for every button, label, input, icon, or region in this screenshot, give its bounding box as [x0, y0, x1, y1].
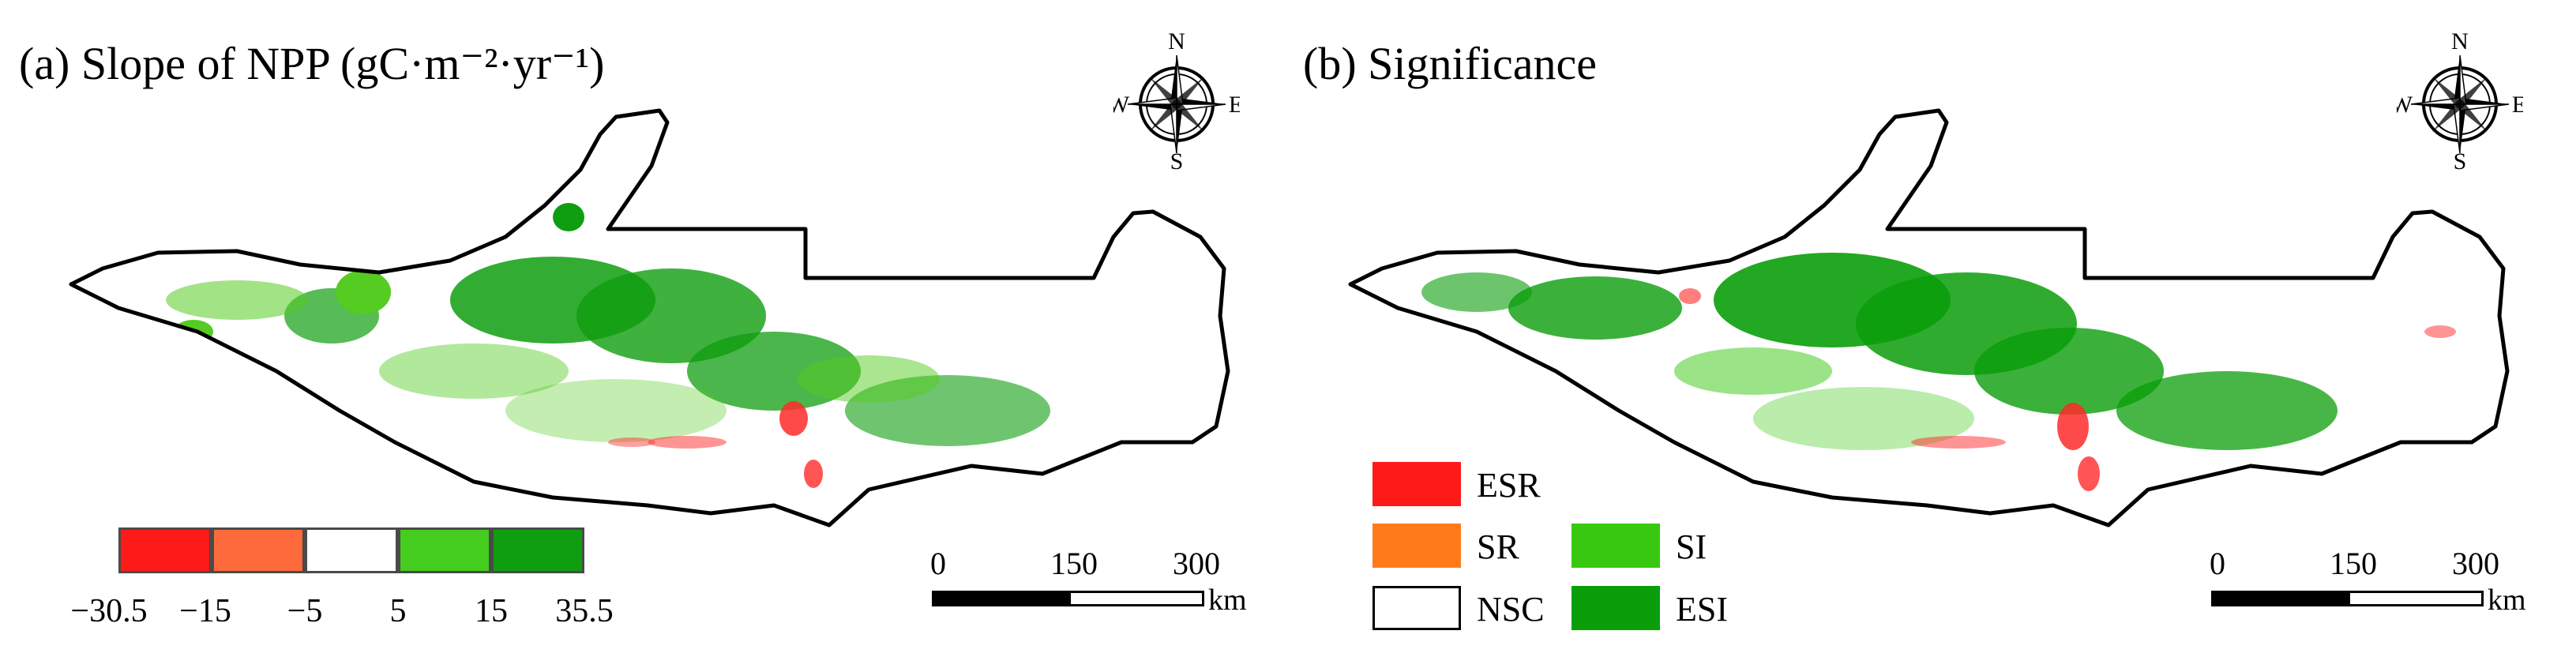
legend-label: SR	[1477, 527, 1519, 566]
compass-icon: N S E W	[2390, 28, 2526, 175]
npp-slope-map	[69, 108, 1230, 527]
legend-swatch	[1572, 524, 1660, 568]
legend-swatch	[1372, 586, 1461, 630]
legend-label: ESR	[1477, 466, 1541, 505]
compass-n: N	[2451, 32, 2469, 54]
legend-swatch	[1372, 462, 1461, 506]
scale-unit: km	[2488, 584, 2526, 617]
panel-a-title: (a) Slope of NPP (gC·m⁻²·yr⁻¹)	[19, 38, 605, 89]
scale-tick-150: 150	[2330, 546, 2377, 581]
scale-tick-0: 0	[930, 546, 946, 581]
compass-w: W	[1113, 92, 1130, 118]
vegetation-patches	[166, 203, 1050, 488]
scale-tick-0: 0	[2210, 546, 2225, 581]
colorbar-tick: 15	[475, 593, 508, 629]
scale-bar-black	[2211, 591, 2350, 606]
compass-rose: N S E W	[1107, 28, 1243, 175]
scale-tick-300: 300	[2452, 546, 2499, 581]
compass-w: W	[2397, 92, 2413, 118]
legend-swatch	[1372, 524, 1461, 568]
colorbar-tick: 35.5	[555, 593, 614, 629]
compass-s: S	[1170, 148, 1184, 170]
panel-a: (a) Slope of NPP (gC·m⁻²·yr⁻¹)	[0, 0, 1279, 672]
colorbar-tick: 5	[389, 593, 407, 629]
compass-e: E	[2512, 92, 2523, 118]
colorbar-tick: −15	[179, 593, 231, 629]
colorbar-swatch	[212, 527, 305, 573]
colorbar-swatch	[118, 527, 212, 573]
compass-n: N	[1168, 32, 1185, 54]
study-area-boundary	[69, 108, 1230, 527]
legend-label: SI	[1676, 527, 1707, 566]
compass-s: S	[2454, 148, 2467, 170]
scale-bar-black	[932, 591, 1071, 606]
panel-b-title: (b) Significance	[1303, 38, 1598, 89]
panel-b: (b) Significance	[1279, 0, 2559, 672]
compass-e: E	[1229, 92, 1240, 118]
scale-bar-white	[1068, 591, 1204, 606]
legend-swatch	[1572, 586, 1660, 630]
colorbar-tick: −5	[287, 593, 323, 629]
scale-bar: 0 150 300 km	[916, 545, 1271, 632]
colorbar-swatch	[398, 527, 491, 573]
legend-label: ESI	[1676, 590, 1728, 629]
scale-tick-300: 300	[1173, 546, 1220, 581]
scale-unit: km	[1208, 584, 1247, 617]
compass-icon: N S E W	[1107, 28, 1243, 175]
significance-patches	[1421, 253, 2456, 491]
significance-map	[1348, 108, 2510, 527]
legend-label: NSC	[1477, 590, 1545, 629]
study-area-boundary	[1348, 108, 2510, 527]
scale-bar: 0 150 300 km	[2195, 545, 2551, 632]
colorbar-swatch	[491, 527, 584, 573]
scale-tick-150: 150	[1050, 546, 1098, 581]
colorbar-swatch	[305, 527, 398, 573]
compass-rose: N S E W	[2390, 28, 2526, 175]
scale-bar-white	[2348, 591, 2484, 606]
colorbar-tick: −30.5	[70, 593, 148, 629]
